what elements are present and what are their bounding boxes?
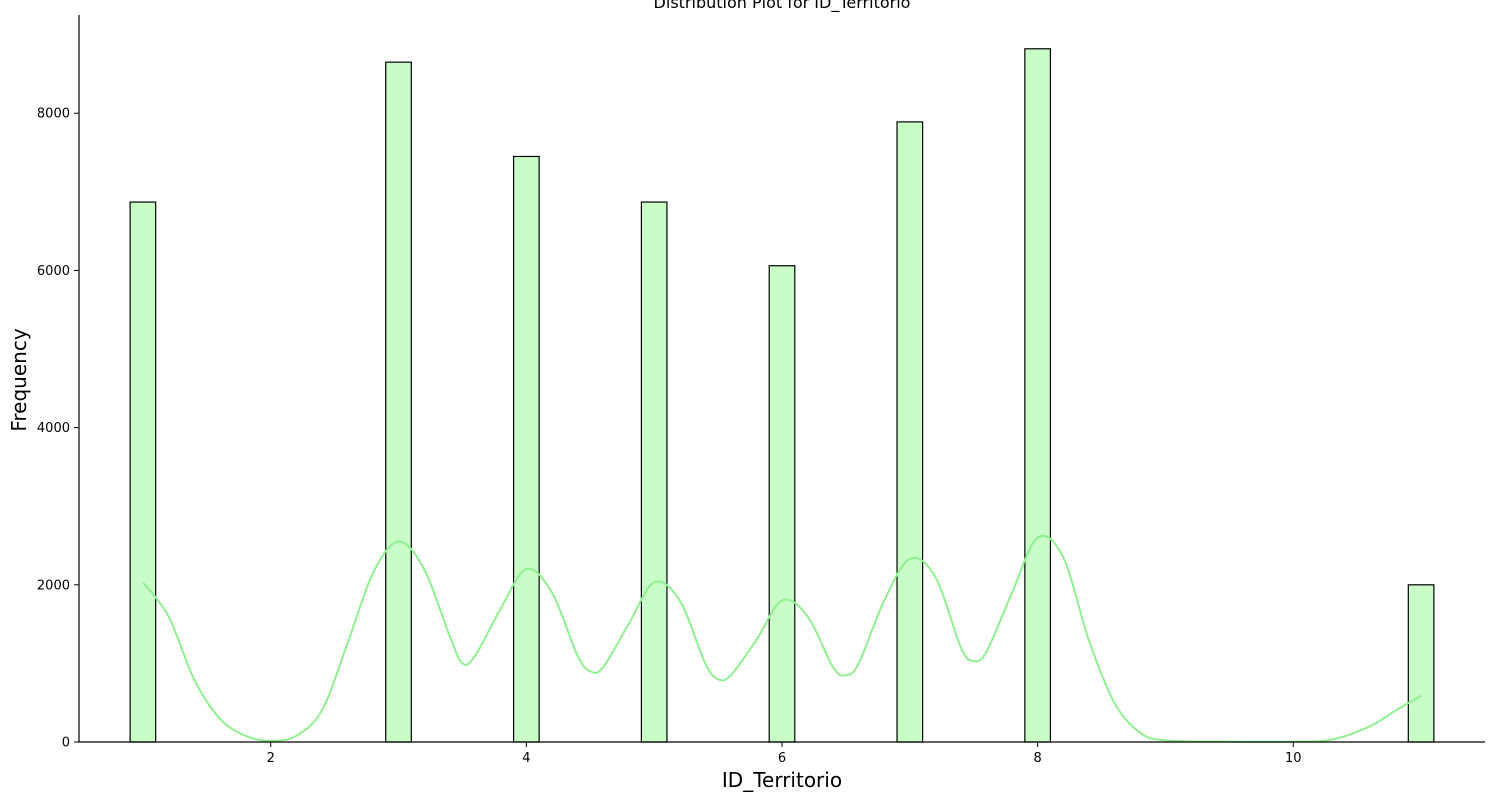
y-tick-label: 6000 (37, 264, 70, 279)
bars-layer (129, 48, 1435, 743)
kde-curve (142, 534, 1422, 743)
x-tick-label: 2 (267, 751, 275, 766)
histogram-bar (129, 201, 157, 743)
x-axis-label: ID_Territorio (722, 768, 842, 792)
histogram-bar (512, 155, 540, 743)
histogram-bar (385, 61, 412, 743)
histogram-bar (640, 201, 668, 743)
y-tick-label: 4000 (37, 421, 70, 436)
ticks-layer: 2 4 6 8 10 0 2000 4000 6000 8000 (37, 107, 1302, 766)
histogram-bar (768, 265, 796, 743)
y-axis-label: Frequency (7, 328, 31, 431)
y-tick-label: 2000 (37, 578, 70, 593)
histogram-bar (1024, 48, 1052, 743)
x-tick-label: 8 (1033, 751, 1041, 766)
x-tick-label: 6 (778, 751, 786, 766)
histogram-bar (896, 121, 924, 743)
y-tick-label: 8000 (37, 107, 70, 122)
kde-layer (142, 534, 1422, 743)
y-tick-label: 0 (62, 736, 70, 751)
histogram-bar (1407, 584, 1435, 743)
x-tick-label: 10 (1285, 751, 1302, 766)
x-tick-label: 4 (522, 751, 530, 766)
chart-title: Distribution Plot for ID_Territorio (654, 0, 911, 13)
